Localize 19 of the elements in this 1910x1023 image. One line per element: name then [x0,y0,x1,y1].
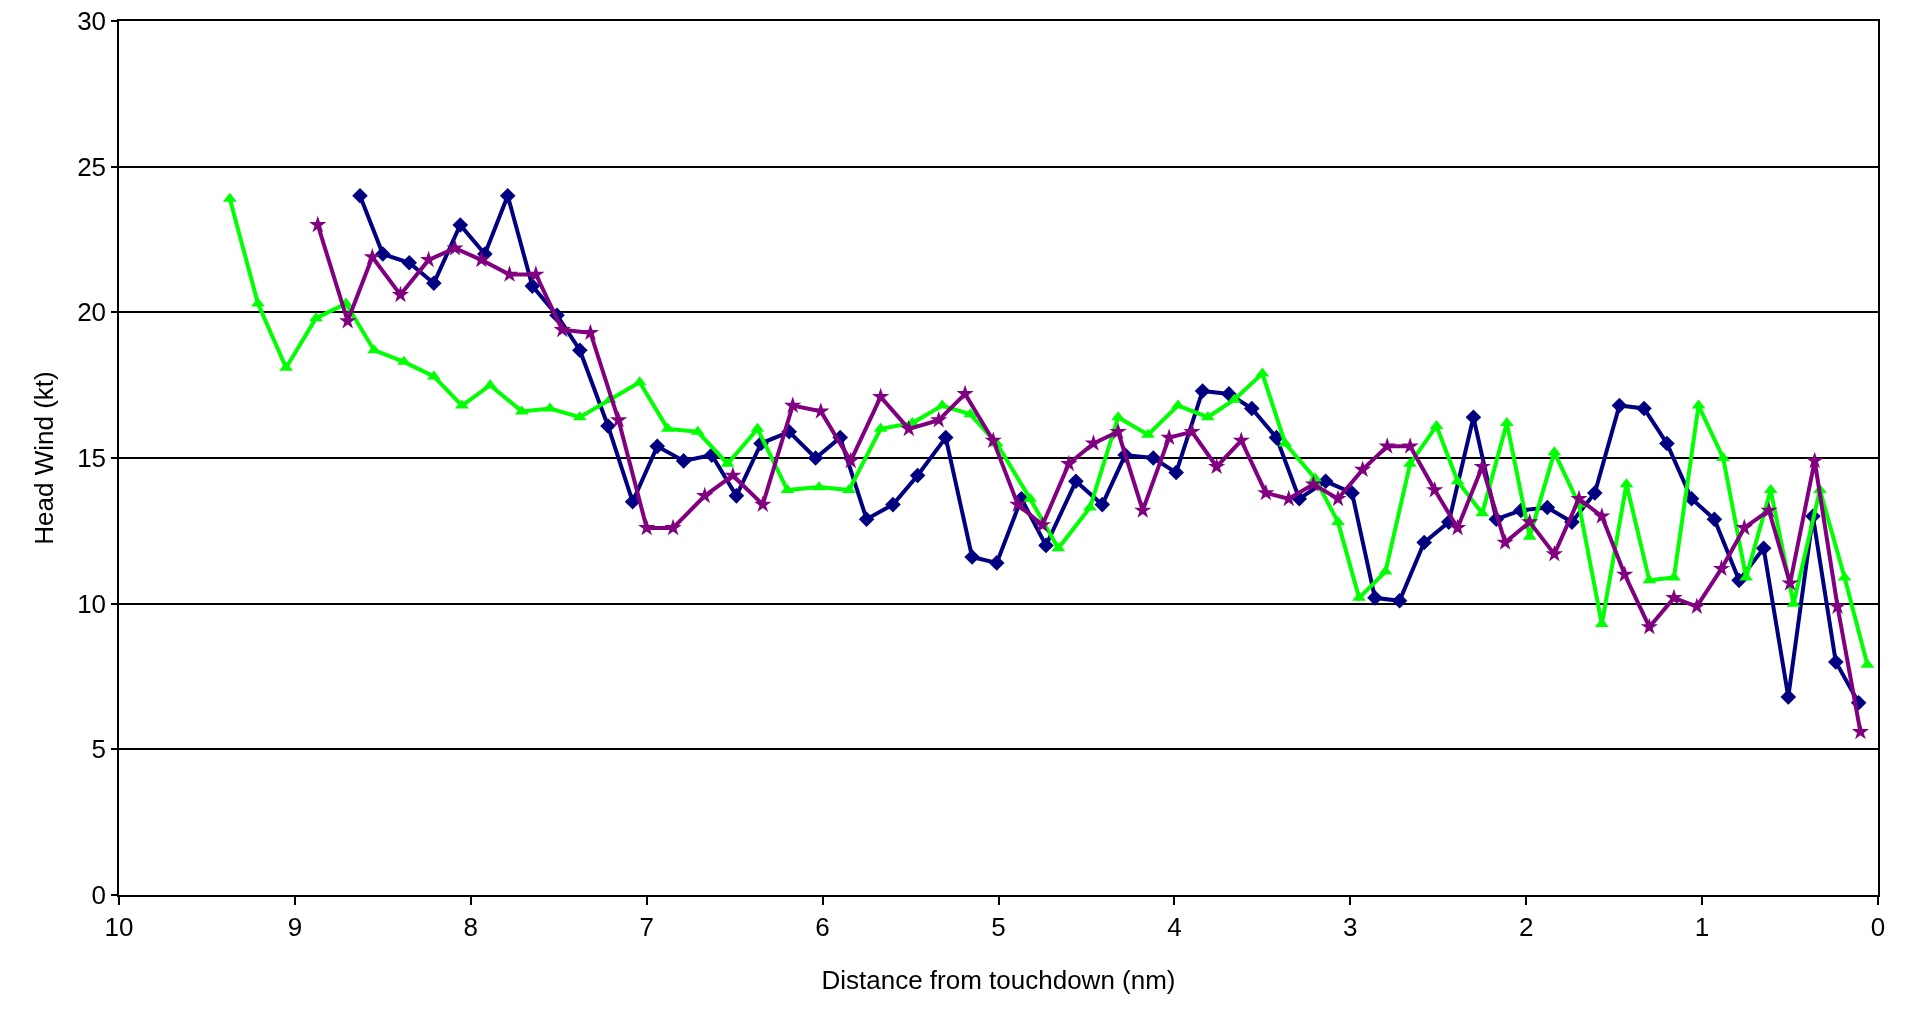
x-tick-label: 7 [639,911,654,942]
x-axis-title: Distance from touchdown (nm) [821,965,1176,996]
x-tick-label: 2 [1518,911,1534,942]
x-tick-label: 9 [287,911,303,942]
x-tick-label: 1 [1694,911,1710,942]
y-tick-label: 15 [77,443,107,474]
y-tick-label: 5 [91,734,107,765]
y-tick-label: 25 [77,151,107,182]
x-tick-label: 6 [815,911,830,942]
x-tick-label: 4 [1167,911,1182,942]
x-tick-label: 5 [991,911,1006,942]
x-tick-label: 3 [1343,911,1358,942]
x-tick-label: 0 [1870,911,1886,942]
x-tick-label: 8 [463,911,479,942]
y-tick-label: 10 [77,588,107,619]
y-tick-label: 30 [77,6,107,37]
y-tick-label: 20 [77,297,107,328]
y-tick-label: 0 [91,880,107,911]
y-axis-title: Head Wind (kt) [29,371,60,545]
